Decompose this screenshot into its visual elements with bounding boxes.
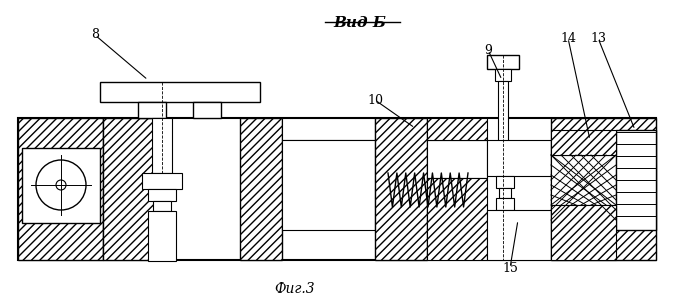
Bar [18, 118, 103, 260]
Text: 8: 8 [91, 29, 99, 42]
Bar [193, 102, 221, 118]
Bar [551, 155, 616, 205]
Bar [498, 81, 508, 141]
Text: 14: 14 [560, 32, 576, 44]
Bar [499, 188, 511, 198]
Bar [496, 176, 514, 188]
Bar [551, 130, 616, 155]
Bar [138, 102, 166, 118]
Text: 9: 9 [484, 43, 492, 57]
Bar [427, 118, 487, 140]
Bar [100, 82, 260, 102]
Bar [495, 69, 511, 81]
Bar [22, 148, 100, 223]
Bar [142, 173, 182, 189]
Bar [487, 140, 551, 176]
Bar [487, 55, 519, 69]
Text: 13: 13 [590, 32, 606, 44]
Text: Вид Б: Вид Б [334, 16, 387, 30]
Bar [551, 205, 616, 260]
Bar [240, 118, 282, 260]
Bar [148, 211, 176, 261]
Bar [616, 130, 656, 230]
Bar [282, 118, 375, 140]
Bar [153, 201, 171, 211]
Bar [427, 140, 487, 178]
Bar [148, 189, 176, 201]
Bar [487, 210, 551, 260]
Bar [496, 198, 514, 210]
Bar [375, 118, 427, 260]
Bar [427, 178, 487, 260]
Text: 15: 15 [502, 261, 518, 275]
Text: 10: 10 [367, 94, 383, 106]
Bar [152, 118, 172, 173]
Bar [551, 118, 656, 260]
Text: Фиг.3: Фиг.3 [275, 282, 315, 296]
Bar [18, 118, 656, 260]
Bar [282, 140, 375, 230]
Bar [103, 118, 165, 260]
